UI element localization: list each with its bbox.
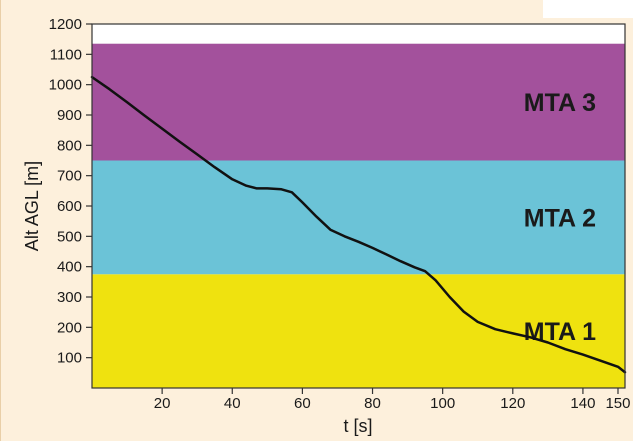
x-tick-label: 20 xyxy=(154,395,171,412)
mta-bands: MTA 1 MTA 2 MTA 3 xyxy=(92,43,625,388)
band-1 xyxy=(92,274,625,388)
y-tick-label: 300 xyxy=(57,289,82,306)
x-tick-label: 80 xyxy=(364,395,381,412)
y-tick-label: 1000 xyxy=(49,77,82,94)
y-tick-label: 100 xyxy=(57,350,82,367)
x-tick-label: 150 xyxy=(605,395,630,412)
x-tick-label: 140 xyxy=(570,395,595,412)
axis-ticks: 100 200 300 400 500 600 700 800 900 1000 1100 1200 2… xyxy=(49,16,631,412)
x-axis-label: t [s] xyxy=(343,416,372,436)
band-label-2: MTA 2 xyxy=(524,204,596,232)
y-tick-label: 500 xyxy=(57,228,82,245)
figure-corner-notch xyxy=(543,0,633,18)
altitude-series-line xyxy=(90,75,627,374)
x-tick-label: 100 xyxy=(430,395,455,412)
plot-border xyxy=(91,23,626,389)
y-tick-label: 200 xyxy=(57,319,82,336)
y-tick-label: 700 xyxy=(57,168,82,185)
y-tick-label: 400 xyxy=(57,259,82,276)
y-tick-label: 900 xyxy=(57,107,82,124)
y-tick-label: 600 xyxy=(57,198,82,215)
x-tick-label: 60 xyxy=(294,395,311,412)
x-tick-label: 40 xyxy=(224,395,241,412)
band-label-1: MTA 1 xyxy=(524,318,596,346)
band-label-3: MTA 3 xyxy=(524,89,596,117)
x-tick-label: 120 xyxy=(500,395,525,412)
y-tick-label: 1100 xyxy=(50,46,82,63)
y-tick-label: 1200 xyxy=(49,16,82,33)
band-2 xyxy=(92,160,625,275)
y-axis-label: Alt AGL [m] xyxy=(22,161,42,251)
y-tick-label: 800 xyxy=(57,137,82,154)
